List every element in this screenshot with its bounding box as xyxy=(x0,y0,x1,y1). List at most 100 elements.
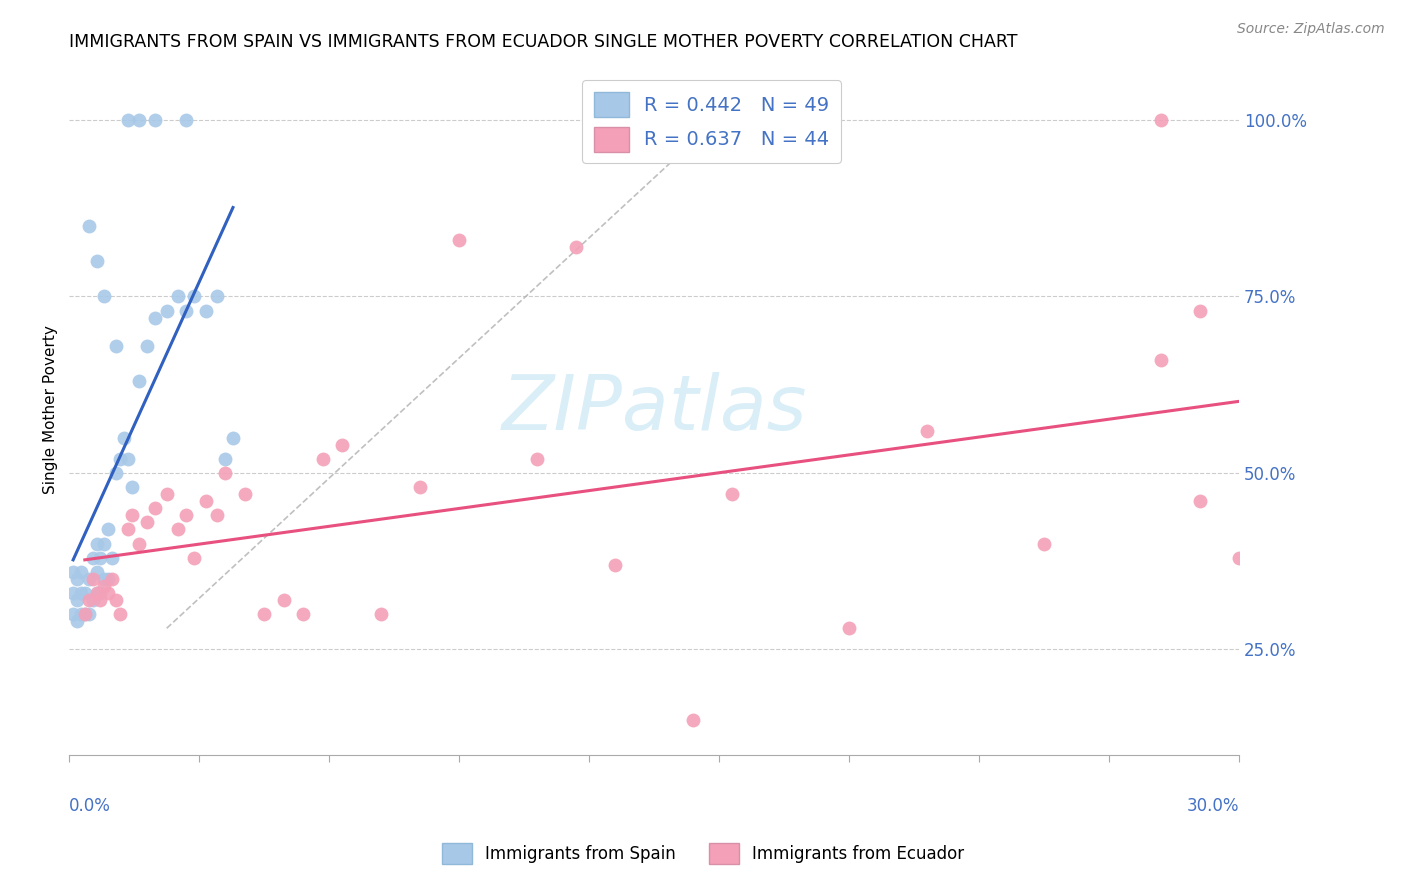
Point xyxy=(167,523,190,537)
Point xyxy=(93,536,115,550)
Point xyxy=(565,240,588,254)
Legend: R = 0.442   N = 49, R = 0.637   N = 44: R = 0.442 N = 49, R = 0.637 N = 44 xyxy=(582,80,841,163)
Point xyxy=(167,289,190,303)
Point xyxy=(174,113,197,128)
Point xyxy=(682,713,704,727)
Point xyxy=(214,451,236,466)
Point xyxy=(1227,550,1250,565)
Point xyxy=(721,487,744,501)
Point xyxy=(292,607,315,622)
Point xyxy=(330,438,353,452)
Point xyxy=(915,424,938,438)
Point xyxy=(194,303,217,318)
Point xyxy=(86,586,108,600)
Point xyxy=(89,593,111,607)
Point xyxy=(117,523,139,537)
Point xyxy=(62,586,84,600)
Point xyxy=(86,586,108,600)
Point xyxy=(117,113,139,128)
Point xyxy=(143,113,166,128)
Point xyxy=(93,289,115,303)
Point xyxy=(101,572,124,586)
Text: 30.0%: 30.0% xyxy=(1187,797,1239,815)
Point xyxy=(93,579,115,593)
Point xyxy=(253,607,276,622)
Point xyxy=(82,572,104,586)
Point xyxy=(86,565,108,579)
Point xyxy=(73,586,96,600)
Point xyxy=(62,565,84,579)
Point xyxy=(112,431,135,445)
Point xyxy=(370,607,392,622)
Point xyxy=(156,303,179,318)
Point xyxy=(77,219,100,233)
Text: ZIPatlas: ZIPatlas xyxy=(502,373,807,446)
Point xyxy=(66,593,89,607)
Point xyxy=(93,572,115,586)
Point xyxy=(1188,494,1211,508)
Point xyxy=(77,607,100,622)
Point xyxy=(838,621,860,635)
Point xyxy=(143,310,166,325)
Point xyxy=(136,516,159,530)
Point xyxy=(97,586,120,600)
Point xyxy=(603,558,626,572)
Point xyxy=(156,487,179,501)
Point xyxy=(82,550,104,565)
Point xyxy=(73,607,96,622)
Y-axis label: Single Mother Poverty: Single Mother Poverty xyxy=(44,325,58,494)
Point xyxy=(183,550,205,565)
Point xyxy=(121,508,143,523)
Point xyxy=(105,466,128,480)
Point xyxy=(1150,113,1173,128)
Point xyxy=(143,501,166,516)
Text: 0.0%: 0.0% xyxy=(69,797,111,815)
Point xyxy=(1032,536,1054,550)
Point xyxy=(86,536,108,550)
Point xyxy=(70,607,93,622)
Point xyxy=(311,451,333,466)
Text: IMMIGRANTS FROM SPAIN VS IMMIGRANTS FROM ECUADOR SINGLE MOTHER POVERTY CORRELATI: IMMIGRANTS FROM SPAIN VS IMMIGRANTS FROM… xyxy=(69,33,1018,51)
Point xyxy=(70,565,93,579)
Legend: Immigrants from Spain, Immigrants from Ecuador: Immigrants from Spain, Immigrants from E… xyxy=(434,837,972,871)
Point xyxy=(409,480,432,494)
Point xyxy=(108,451,131,466)
Point xyxy=(62,607,84,622)
Point xyxy=(121,480,143,494)
Point xyxy=(101,550,124,565)
Point xyxy=(66,572,89,586)
Point xyxy=(66,614,89,628)
Point xyxy=(233,487,256,501)
Point xyxy=(82,593,104,607)
Point xyxy=(128,374,150,388)
Point xyxy=(105,339,128,353)
Point xyxy=(77,593,100,607)
Point xyxy=(194,494,217,508)
Point xyxy=(89,586,111,600)
Point xyxy=(214,466,236,480)
Text: Source: ZipAtlas.com: Source: ZipAtlas.com xyxy=(1237,22,1385,37)
Point xyxy=(273,593,295,607)
Point xyxy=(136,339,159,353)
Point xyxy=(174,508,197,523)
Point xyxy=(70,586,93,600)
Point xyxy=(449,233,471,247)
Point xyxy=(1188,303,1211,318)
Point xyxy=(207,508,229,523)
Point xyxy=(86,254,108,268)
Point xyxy=(89,550,111,565)
Point xyxy=(183,289,205,303)
Point xyxy=(1150,353,1173,368)
Point xyxy=(128,536,150,550)
Point xyxy=(97,572,120,586)
Point xyxy=(222,431,245,445)
Point xyxy=(77,572,100,586)
Point xyxy=(526,451,548,466)
Point xyxy=(105,593,128,607)
Point xyxy=(108,607,131,622)
Point xyxy=(128,113,150,128)
Point xyxy=(97,523,120,537)
Point xyxy=(207,289,229,303)
Point xyxy=(174,303,197,318)
Point xyxy=(73,607,96,622)
